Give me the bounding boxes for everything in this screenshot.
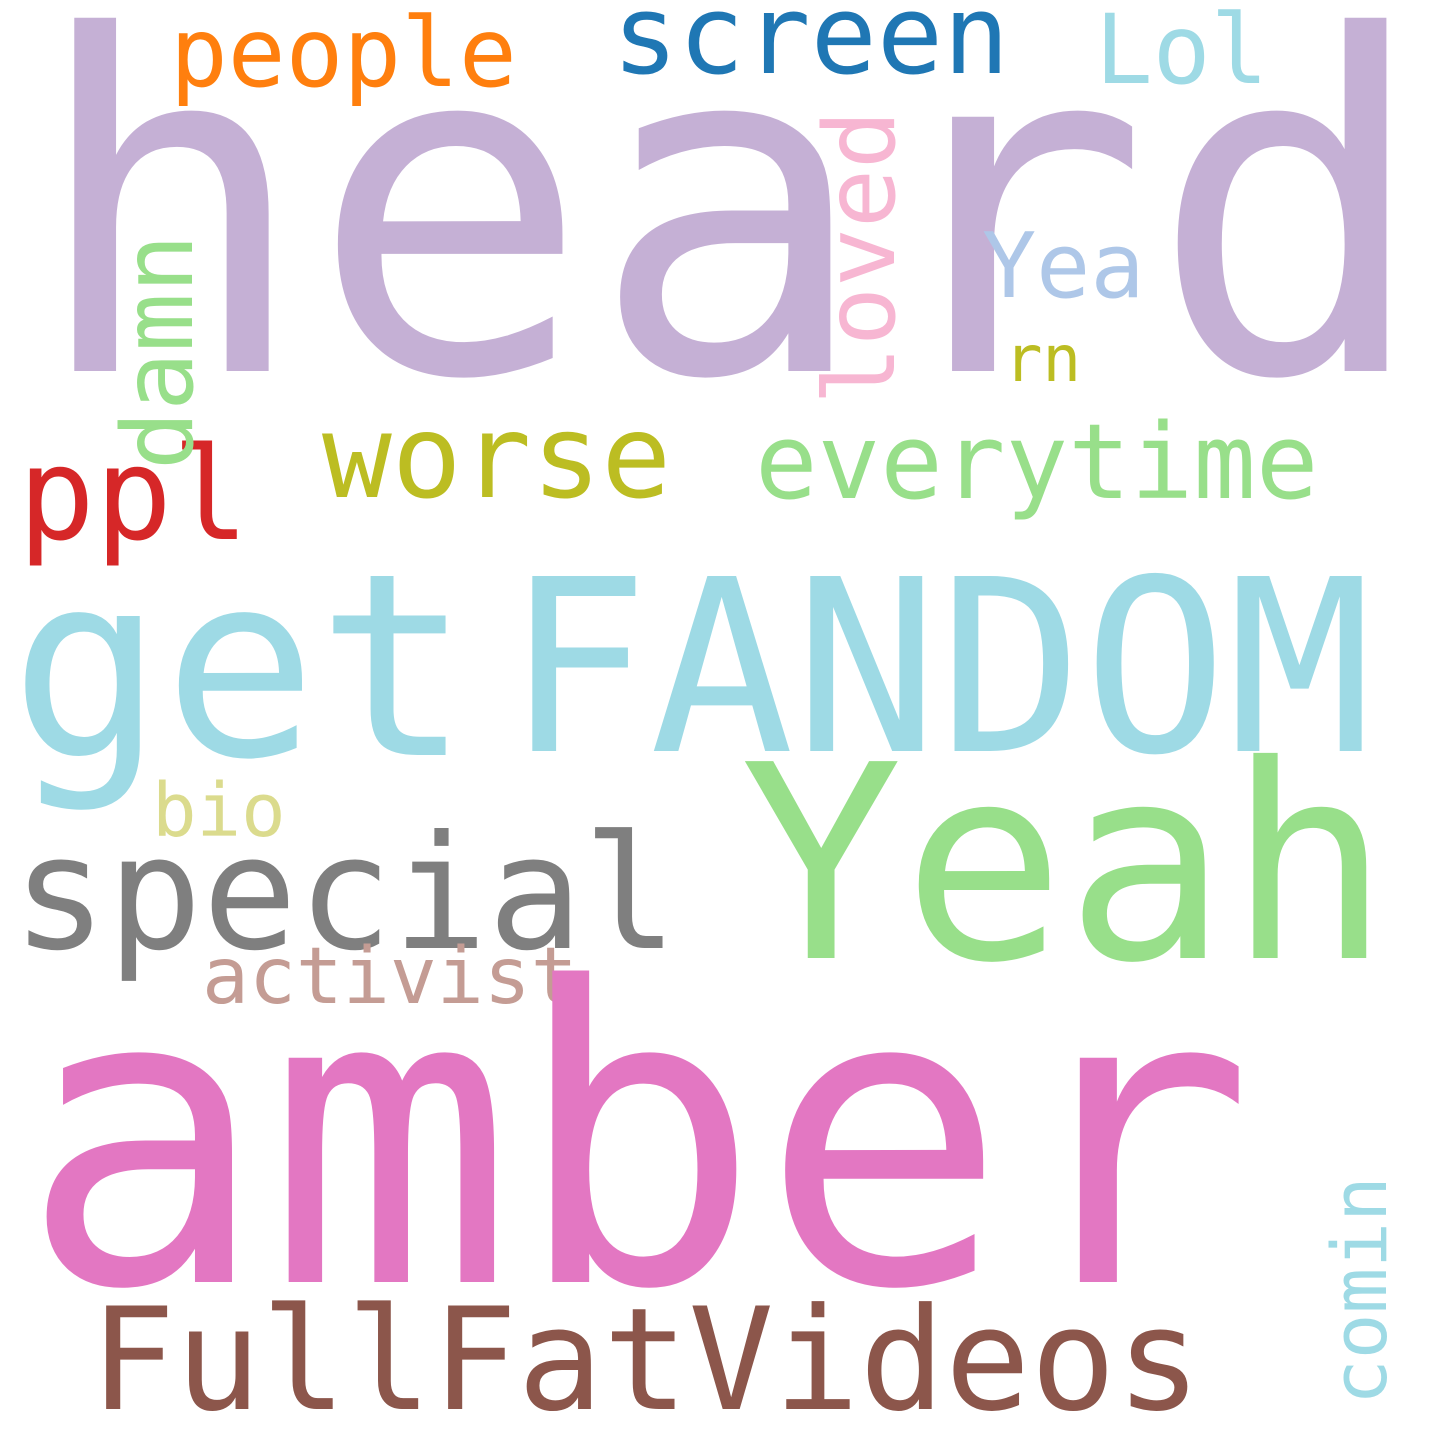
word-heard: heard <box>30 0 1430 481</box>
word-fandom: FANDOM <box>505 528 1372 808</box>
word-screen: screen <box>612 0 1010 99</box>
word-everytime: everytime <box>755 401 1319 523</box>
word-yeah: Yeah <box>740 707 1391 1022</box>
word-fullfatvideos: FullFatVideos <box>90 1278 1202 1440</box>
word-ppl: ppl <box>18 421 250 570</box>
word-loved: loved <box>804 109 918 405</box>
word-lol: Lol <box>1095 0 1269 106</box>
word-comin: comin <box>1315 1176 1404 1405</box>
word-people: people <box>170 0 517 109</box>
word-rn: rn <box>1004 323 1082 397</box>
word-yea: Yea <box>982 214 1145 319</box>
word-worse: worse <box>322 390 672 525</box>
word-get: get <box>10 519 471 816</box>
word-activist: activist <box>202 932 578 1022</box>
word-amber: amber <box>20 901 1255 1379</box>
word-special: special <box>12 802 678 986</box>
word-bio: bio <box>152 768 286 854</box>
word-damn: damn <box>102 233 216 470</box>
